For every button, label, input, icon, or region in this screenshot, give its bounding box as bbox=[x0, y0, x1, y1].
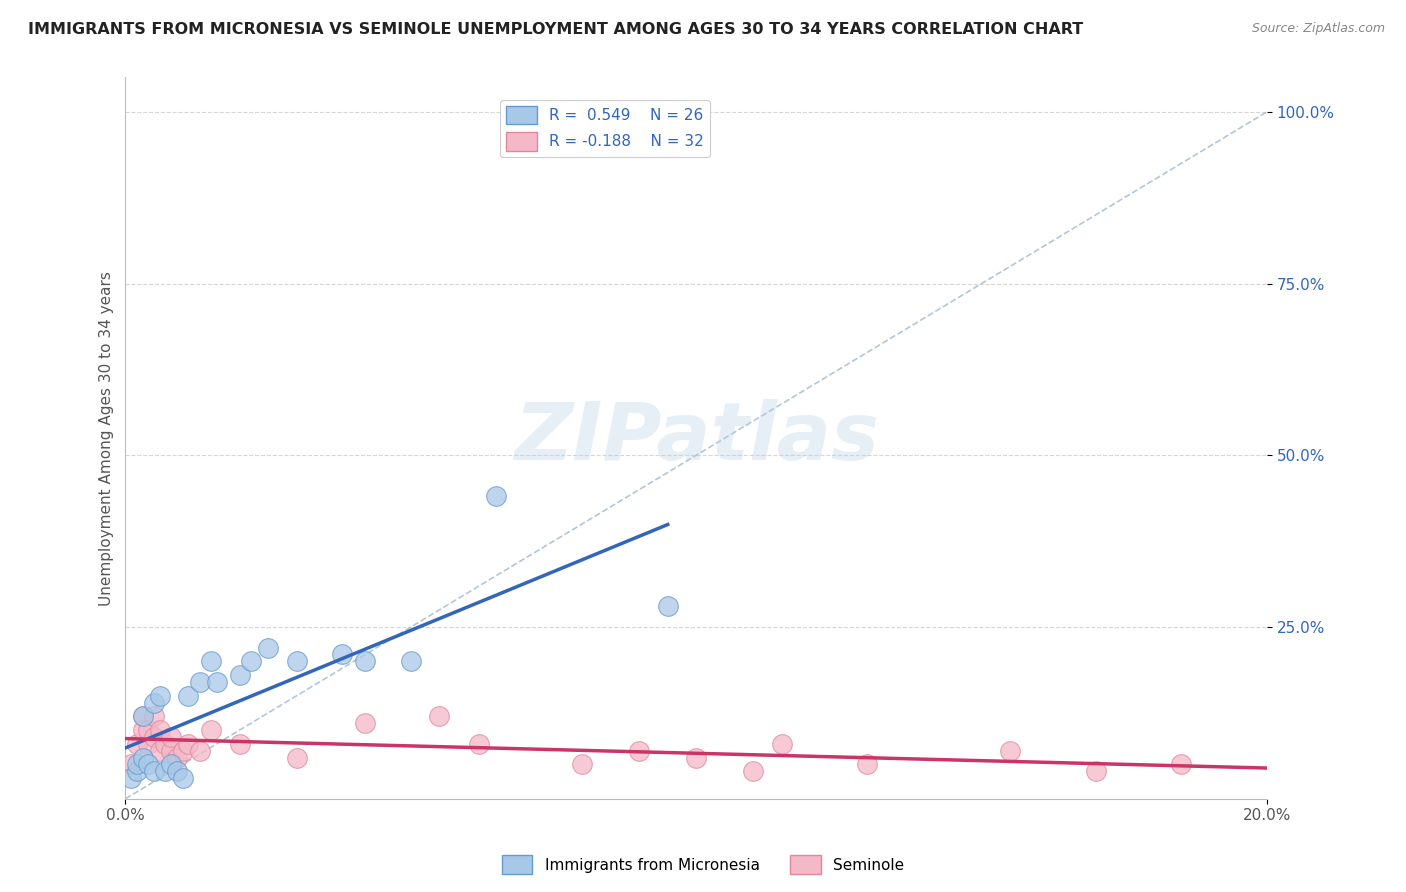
Point bbox=[149, 723, 172, 737]
Point bbox=[160, 744, 183, 758]
Point bbox=[1084, 764, 1107, 779]
Point bbox=[120, 771, 142, 785]
Point bbox=[131, 723, 153, 737]
Point bbox=[200, 654, 222, 668]
Point bbox=[136, 757, 159, 772]
Point bbox=[149, 689, 172, 703]
Point bbox=[240, 654, 263, 668]
Point bbox=[136, 737, 159, 751]
Point bbox=[160, 730, 183, 744]
Point bbox=[177, 737, 200, 751]
Point bbox=[155, 764, 177, 779]
Point bbox=[149, 744, 172, 758]
Point bbox=[125, 737, 148, 751]
Point bbox=[200, 723, 222, 737]
Point bbox=[125, 757, 148, 772]
Point bbox=[136, 723, 159, 737]
Point bbox=[998, 744, 1021, 758]
Point bbox=[399, 654, 422, 668]
Point bbox=[354, 654, 377, 668]
Point bbox=[188, 744, 211, 758]
Legend: R =  0.549    N = 26, R = -0.188    N = 32: R = 0.549 N = 26, R = -0.188 N = 32 bbox=[501, 100, 710, 157]
Point bbox=[166, 750, 188, 764]
Point bbox=[177, 689, 200, 703]
Point bbox=[228, 737, 250, 751]
Point bbox=[120, 757, 142, 772]
Text: ZIPatlas: ZIPatlas bbox=[513, 399, 879, 477]
Point bbox=[131, 709, 153, 723]
Point bbox=[188, 675, 211, 690]
Point bbox=[166, 764, 188, 779]
Point bbox=[172, 771, 194, 785]
Legend: Immigrants from Micronesia, Seminole: Immigrants from Micronesia, Seminole bbox=[496, 849, 910, 880]
Point bbox=[143, 764, 166, 779]
Point bbox=[143, 709, 166, 723]
Point bbox=[160, 757, 183, 772]
Y-axis label: Unemployment Among Ages 30 to 34 years: Unemployment Among Ages 30 to 34 years bbox=[100, 270, 114, 606]
Point bbox=[155, 737, 177, 751]
Point bbox=[143, 696, 166, 710]
Point bbox=[856, 757, 879, 772]
Text: Source: ZipAtlas.com: Source: ZipAtlas.com bbox=[1251, 22, 1385, 36]
Point bbox=[125, 764, 148, 779]
Point bbox=[131, 750, 153, 764]
Point bbox=[332, 648, 354, 662]
Point bbox=[468, 737, 491, 751]
Point bbox=[571, 757, 593, 772]
Point bbox=[257, 640, 280, 655]
Point bbox=[770, 737, 793, 751]
Point bbox=[485, 490, 508, 504]
Point bbox=[685, 750, 707, 764]
Point bbox=[354, 716, 377, 731]
Point bbox=[1170, 757, 1192, 772]
Point bbox=[131, 709, 153, 723]
Point bbox=[205, 675, 228, 690]
Point bbox=[285, 750, 308, 764]
Point bbox=[285, 654, 308, 668]
Point bbox=[429, 709, 451, 723]
Point bbox=[628, 744, 651, 758]
Text: IMMIGRANTS FROM MICRONESIA VS SEMINOLE UNEMPLOYMENT AMONG AGES 30 TO 34 YEARS CO: IMMIGRANTS FROM MICRONESIA VS SEMINOLE U… bbox=[28, 22, 1084, 37]
Point bbox=[742, 764, 765, 779]
Point bbox=[228, 668, 250, 682]
Point bbox=[657, 599, 679, 614]
Point bbox=[143, 730, 166, 744]
Point bbox=[172, 744, 194, 758]
